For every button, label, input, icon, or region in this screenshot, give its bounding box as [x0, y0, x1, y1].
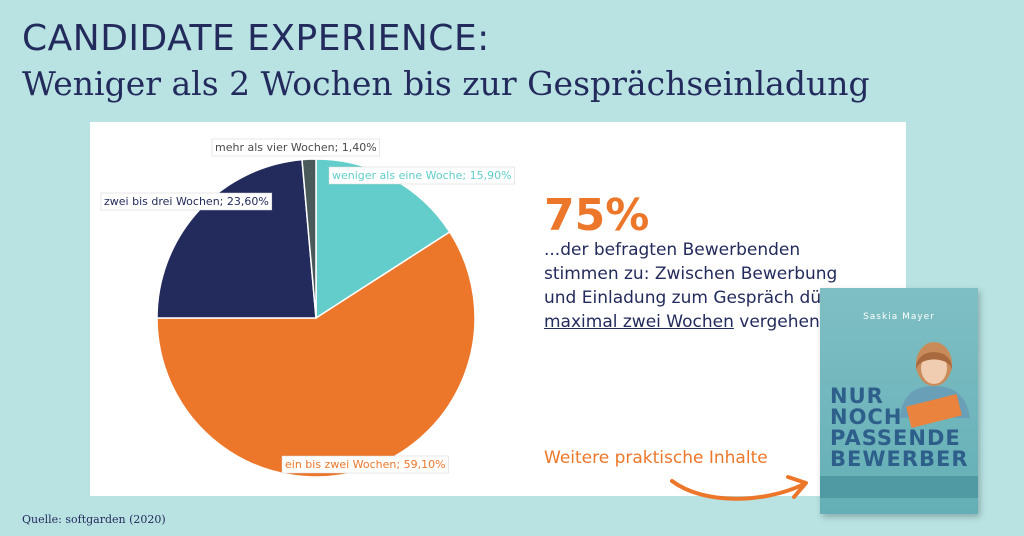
book-author: Saskia Mayer	[863, 312, 935, 322]
slice-label-box	[328, 166, 515, 185]
book-title-line: NUR	[830, 384, 884, 408]
highlight-text-underlined: maximal zwei Wochen	[544, 312, 734, 332]
slice-label: zwei bis drei Wochen; 23,60%	[104, 195, 269, 208]
highlight-text-before: ...der befragten Bewerbenden stimmen zu:…	[544, 240, 856, 308]
chart-card: weniger als eine Woche; 15,90% ein bis zw…	[90, 122, 906, 496]
slice-label: weniger als eine Woche; 15,90%	[332, 169, 512, 182]
source-note: Quelle: softgarden (2020)	[22, 513, 166, 526]
slice-label: ein bis zwei Wochen; 59,10%	[285, 458, 446, 471]
slice-label-box	[211, 138, 380, 157]
book-title-line: NOCH	[830, 405, 903, 429]
slice-label: mehr als vier Wochen; 1,40%	[215, 141, 377, 154]
slice-label-box	[100, 192, 273, 211]
pie-chart: weniger als eine Woche; 15,90% ein bis zw…	[100, 138, 515, 478]
more-content-link[interactable]: Weitere praktische Inhalte	[544, 448, 768, 468]
highlight-text-after: vergehen.	[733, 312, 826, 332]
book-title: NUR NOCH PASSENDE BEWERBER	[830, 386, 969, 470]
page-title: CANDIDATE EXPERIENCE:	[22, 18, 490, 59]
arrow-icon	[670, 475, 808, 501]
book-title-line: BEWERBER	[830, 447, 969, 471]
pie-slice	[156, 158, 317, 319]
book-title-line: PASSENDE	[830, 426, 961, 450]
slice-label-box	[281, 455, 449, 474]
pie-slice	[301, 158, 317, 319]
book-bottom-band	[820, 476, 978, 498]
page-subtitle: Weniger als 2 Wochen bis zur Gesprächsei…	[22, 64, 870, 103]
highlight-text: ...der befragten Bewerbenden stimmen zu:…	[544, 238, 874, 334]
highlight-stat: 75%	[544, 190, 650, 241]
book-cover[interactable]: Saskia Mayer NUR NOCH PASSENDE BEWERBER	[820, 288, 978, 514]
